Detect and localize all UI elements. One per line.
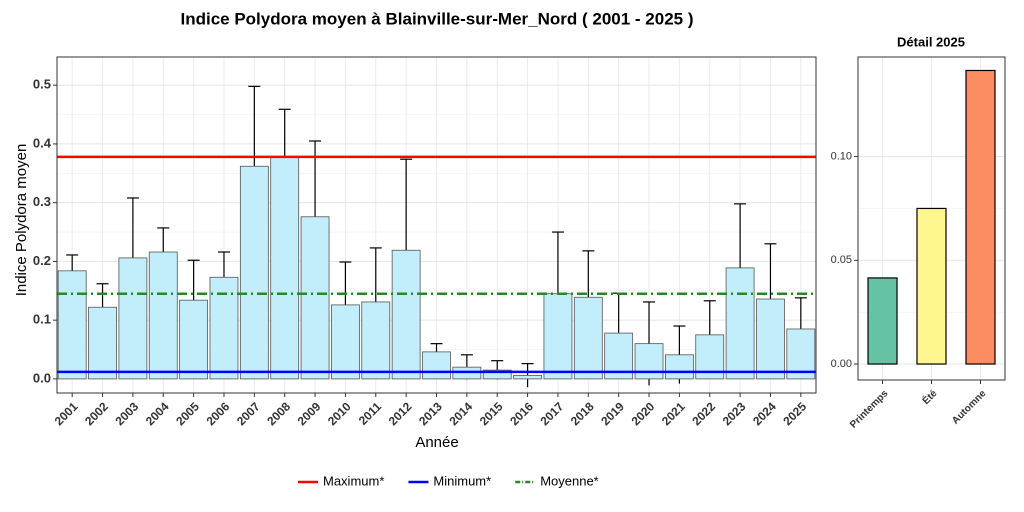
bar [331, 304, 360, 380]
bar [300, 216, 330, 380]
bar [179, 299, 209, 380]
y-tick-label: 0.10 [831, 150, 852, 162]
bar [786, 328, 816, 380]
bar [725, 267, 755, 380]
bar [867, 277, 898, 365]
bar [916, 207, 947, 365]
bar [270, 156, 300, 380]
bar [148, 251, 178, 380]
panel-title: Détail 2025 [897, 34, 965, 49]
y-tick-label: 0.00 [831, 358, 852, 370]
bar [361, 301, 391, 380]
bar [88, 306, 117, 380]
panel-border [857, 56, 1006, 381]
bar [573, 296, 603, 380]
legend-label: Minimum* [433, 473, 491, 488]
bar [391, 249, 421, 380]
bar [482, 369, 512, 380]
bar [118, 257, 148, 380]
legend-label: Maximum* [323, 473, 384, 488]
y-tick-label: 0.2 [33, 253, 51, 268]
x-axis-label: Année [415, 434, 458, 451]
legend-label: Moyenne* [540, 473, 599, 488]
bar [543, 293, 573, 380]
bar [634, 343, 664, 380]
bar [664, 354, 694, 380]
y-tick-label: 0.1 [33, 312, 51, 327]
bar [513, 374, 542, 380]
bar [57, 270, 87, 380]
y-tick-label: 0.5 [33, 77, 51, 92]
bar [422, 351, 451, 380]
y-tick-label: 0.3 [33, 194, 51, 209]
y-axis-label: Indice Polydora moyen [13, 144, 30, 297]
y-tick-label: 0.4 [33, 135, 52, 150]
y-tick-label: 0.0 [33, 370, 51, 385]
chart-title: Indice Polydora moyen à Blainville-sur-M… [180, 9, 693, 28]
bar [239, 165, 269, 380]
panel-border [56, 56, 817, 394]
y-tick-label: 0.05 [831, 254, 852, 266]
bar [965, 69, 996, 365]
bar [756, 298, 785, 380]
